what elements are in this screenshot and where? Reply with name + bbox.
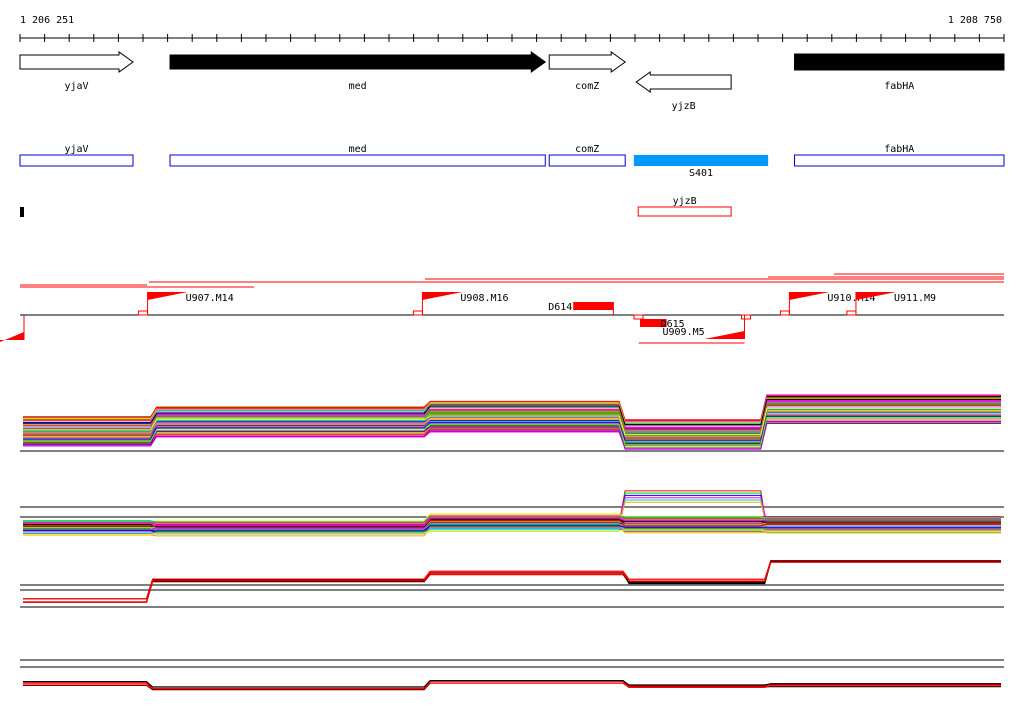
profile-series (23, 682, 1001, 690)
ruler (19, 34, 1005, 42)
ruler-end-label: 1 208 750 (948, 15, 1002, 26)
cds-label-yjzB: yjzB (673, 196, 697, 207)
position-marker (20, 207, 24, 217)
tu-label-U907.M14[interactable]: U907.M14 (186, 293, 234, 304)
terminator-D614[interactable] (573, 302, 614, 310)
profile-series (23, 680, 1001, 688)
tu-label-U911.M9[interactable]: U911.M9 (894, 293, 936, 304)
profile-series (23, 560, 1001, 603)
tu-label-U908.M16[interactable]: U908.M16 (460, 293, 508, 304)
gene-label-comZ: comZ (575, 81, 599, 92)
profile-series (23, 516, 1001, 524)
terminator-D615[interactable] (640, 319, 667, 327)
tu-box (846, 310, 857, 316)
profile-series (23, 519, 1001, 527)
profile-series (23, 517, 1001, 526)
gene-arrow-yjzB[interactable] (635, 71, 732, 93)
tu-flag-U909.M5[interactable] (704, 331, 745, 339)
tu-label-U909.M5[interactable]: U909.M5 (663, 327, 705, 338)
profile-track-2 (20, 490, 1004, 537)
gene-arrow-comZ[interactable] (548, 51, 627, 73)
cds-track: yjaV med comZ fabHA yjzB S401 (19, 144, 1005, 217)
tu-flag-U908.M16[interactable] (422, 292, 463, 300)
gene-arrow-fabHA[interactable] (794, 53, 1005, 71)
profile-series (23, 521, 1001, 529)
profile-series (23, 529, 1001, 535)
profile-series (23, 525, 1001, 531)
cds-label-comZ: comZ (575, 144, 599, 155)
ruler-start-label: 1 206 251 (20, 15, 74, 26)
profile-series (23, 422, 1001, 450)
cds-label-yjaV: yjaV (64, 144, 88, 155)
cds-box-yjzB[interactable] (637, 206, 732, 217)
cds-label-med: med (349, 144, 367, 155)
gene-arrow-med[interactable] (169, 51, 547, 73)
cds-box-med[interactable] (169, 154, 546, 167)
profile-series (23, 561, 1001, 603)
profile-track-3 (20, 560, 1004, 608)
gene-label-med: med (349, 81, 367, 92)
tu-label-U910.M14[interactable]: U910.M14 (827, 293, 875, 304)
profile-track-1 (20, 394, 1004, 452)
expression-profile-tracks (20, 394, 1004, 691)
gene-arrow-yjaV[interactable] (19, 51, 134, 73)
segment-S401[interactable] (633, 155, 769, 166)
tu-box (412, 310, 423, 316)
terminator-label-D615: D615 (661, 319, 685, 330)
profile-series (23, 407, 1001, 435)
cds-box-fabHA[interactable] (794, 154, 1005, 167)
profile-series (23, 403, 1001, 431)
cds-box-comZ[interactable] (548, 154, 626, 167)
transcription-unit-track: U907.M14 U908.M16 U909.M5 U910.M14 U911.M9 D6… (0, 273, 1004, 344)
cds-box-yjaV[interactable] (19, 154, 134, 167)
segment-label-S401: S401 (689, 168, 713, 179)
profile-series (23, 417, 1001, 445)
tu-box (779, 310, 790, 316)
tu-flag-U907.M14[interactable] (147, 292, 188, 300)
profile-series (23, 398, 1001, 426)
profile-track-4 (20, 659, 1004, 691)
cds-label-fabHA: fabHA (884, 144, 914, 155)
tu-box (741, 314, 752, 320)
gene-label-fabHA: fabHA (884, 81, 914, 92)
profile-series (23, 415, 1001, 441)
gene-label-yjaV: yjaV (64, 81, 88, 92)
tu-flag-U910.M14[interactable] (789, 292, 830, 300)
promoter-flag (0, 332, 24, 342)
terminator-label-D614: D614 (548, 302, 572, 313)
gene-label-yjzB: yjzB (672, 101, 696, 112)
tu-box (138, 310, 149, 316)
terminator-box (633, 314, 644, 320)
gene-track: yjaV med comZ yjzB fabHA (19, 51, 1005, 112)
profile-series (23, 411, 1001, 439)
tu-flag-U911.M9[interactable] (855, 292, 896, 300)
